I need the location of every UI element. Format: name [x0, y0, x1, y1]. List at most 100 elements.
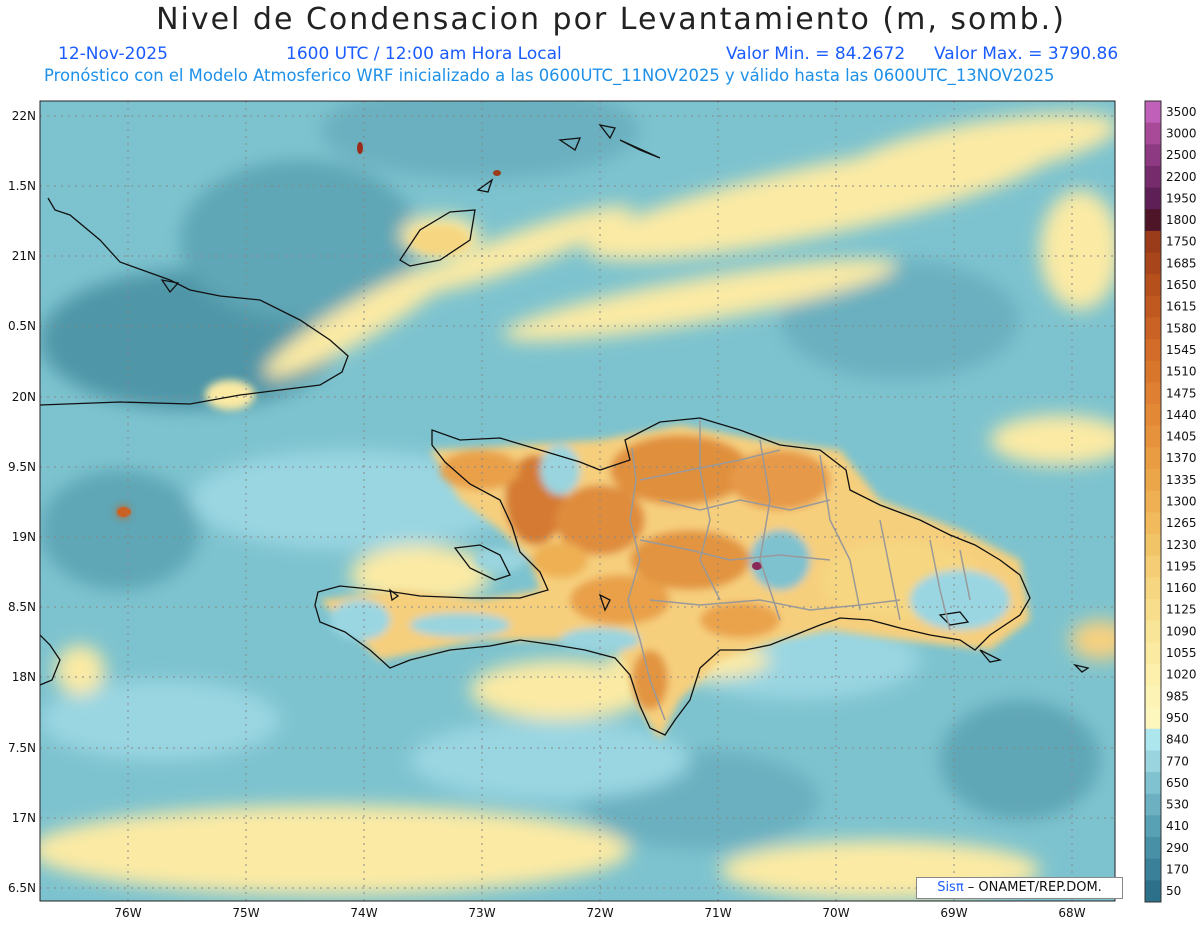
- legend-level-label: 770: [1166, 754, 1189, 768]
- legend-swatch: [1145, 209, 1161, 232]
- legend-level-label: 1545: [1166, 343, 1197, 357]
- legend-level-label: 1370: [1166, 451, 1197, 465]
- legend-swatch: [1145, 707, 1161, 730]
- admin-boundaries: [627, 420, 971, 721]
- legend-level-label: 950: [1166, 711, 1189, 725]
- legend-swatch: [1145, 295, 1161, 318]
- legend-swatch: [1145, 620, 1161, 643]
- legend-level-label: 1475: [1166, 386, 1197, 400]
- legend-level-label: 410: [1166, 819, 1189, 833]
- legend-level-label: 1800: [1166, 213, 1197, 227]
- legend-level-label: 1650: [1166, 278, 1197, 292]
- credit-box: Sisπ – ONAMET/REP.DOM.: [916, 877, 1123, 899]
- max-value-label: Valor Max. = 3790.86: [934, 44, 1119, 64]
- legend-level-label: 1750: [1166, 235, 1197, 249]
- legend-level-label: 3500: [1166, 105, 1197, 119]
- legend-level-label: 290: [1166, 841, 1189, 855]
- legend-level-label: 50: [1166, 884, 1181, 898]
- legend-swatch: [1145, 685, 1161, 708]
- legend-swatch: [1145, 512, 1161, 535]
- lon-tick: 69W: [940, 906, 967, 920]
- forecast-note: Pronóstico con el Modelo Atmosferico WRF…: [44, 66, 1055, 85]
- legend-swatch: [1145, 815, 1161, 838]
- credit-text: – ONAMET/REP.DOM.: [963, 880, 1102, 895]
- legend-swatch: [1145, 165, 1161, 189]
- lon-tick: 73W: [468, 906, 495, 920]
- legend-level-label: 1615: [1166, 300, 1197, 314]
- legend-swatch: [1145, 187, 1161, 210]
- date-label: 12-Nov-2025: [58, 44, 168, 64]
- legend-level-label: 170: [1166, 863, 1189, 877]
- legend-level-label: 1265: [1166, 516, 1197, 530]
- coastlines: [40, 124, 1090, 736]
- legend-level-label: 1440: [1166, 408, 1197, 422]
- lon-tick: 70W: [822, 906, 849, 920]
- legend-swatch: [1145, 533, 1161, 557]
- legend-level-label: 1510: [1166, 365, 1197, 379]
- legend-swatch: [1145, 274, 1161, 297]
- lat-tick: 1.5N: [8, 179, 36, 193]
- lat-tick: 20N: [12, 390, 36, 404]
- legend-swatch: [1145, 642, 1161, 665]
- lat-tick: 0.5N: [8, 319, 36, 333]
- legend-swatch: [1145, 382, 1161, 405]
- legend-level-label: 530: [1166, 798, 1189, 812]
- lat-tick: 17N: [12, 811, 36, 825]
- lat-tick: 22N: [12, 109, 36, 123]
- legend-level-label: 1950: [1166, 191, 1197, 205]
- lat-tick: 6.5N: [8, 881, 36, 895]
- legend-swatch: [1145, 728, 1161, 751]
- legend-swatch: [1145, 793, 1161, 816]
- legend-level-label: 1685: [1166, 256, 1197, 270]
- graticule: [40, 101, 1115, 901]
- lat-tick: 8.5N: [8, 600, 36, 614]
- legend-swatch: [1145, 598, 1161, 622]
- legend-level-label: 1020: [1166, 668, 1197, 682]
- legend-swatch: [1145, 663, 1161, 687]
- legend-swatch: [1145, 880, 1161, 903]
- plot-frame: [39, 100, 1116, 902]
- legend-level-label: 1335: [1166, 473, 1197, 487]
- legend-swatch: [1145, 101, 1161, 124]
- legend-swatch: [1145, 555, 1161, 578]
- lat-tick: 9.5N: [8, 460, 36, 474]
- legend-level-label: 1055: [1166, 646, 1197, 660]
- lon-tick: 72W: [586, 906, 613, 920]
- lon-tick: 76W: [114, 906, 141, 920]
- time-label: 1600 UTC / 12:00 am Hora Local: [286, 44, 562, 64]
- legend-swatch: [1145, 339, 1161, 362]
- legend-swatch: [1145, 750, 1161, 773]
- lat-tick: 18N: [12, 670, 36, 684]
- lat-tick: 19N: [12, 530, 36, 544]
- legend-level-label: 1300: [1166, 495, 1197, 509]
- legend-level-label: 840: [1166, 733, 1189, 747]
- lon-tick: 71W: [704, 906, 731, 920]
- lon-tick: 74W: [350, 906, 377, 920]
- legend-level-label: 650: [1166, 776, 1189, 790]
- legend-swatch: [1145, 122, 1161, 145]
- lat-tick: 21N: [12, 249, 36, 263]
- legend-swatch: [1145, 447, 1161, 470]
- lat-axis: 22N 1.5N 21N 0.5N 20N 9.5N 19N 8.5N 18N …: [8, 109, 36, 895]
- sispi-logo: Sisπ: [937, 880, 964, 895]
- legend-swatch: [1145, 230, 1161, 254]
- legend-swatch: [1145, 425, 1161, 448]
- legend-swatch: [1145, 772, 1161, 795]
- legend-swatch: [1145, 317, 1161, 340]
- lon-tick: 75W: [232, 906, 259, 920]
- legend-swatch: [1145, 252, 1161, 275]
- lon-axis: 76W 75W 74W 73W 72W 71W 70W 69W 68W: [114, 906, 1085, 920]
- legend-level-label: 1090: [1166, 624, 1197, 638]
- map-title: Nivel de Condensacion por Levantamiento …: [156, 2, 1066, 37]
- legend-level-label: 1195: [1166, 559, 1197, 573]
- legend-swatch: [1145, 490, 1161, 513]
- legend-swatch: [1145, 858, 1161, 881]
- legend-level-label: 1160: [1166, 581, 1197, 595]
- legend-swatch: [1145, 837, 1161, 860]
- legend-level-label: 1580: [1166, 321, 1197, 335]
- legend-swatch: [1145, 577, 1161, 600]
- legend-swatch: [1145, 469, 1161, 492]
- legend-swatch: [1145, 404, 1161, 427]
- legend-level-label: 3000: [1166, 126, 1197, 140]
- color-legend: 3500 3000 2500 2200 1950 1800 1750 1685 1650 1615…: [1144, 100, 1197, 903]
